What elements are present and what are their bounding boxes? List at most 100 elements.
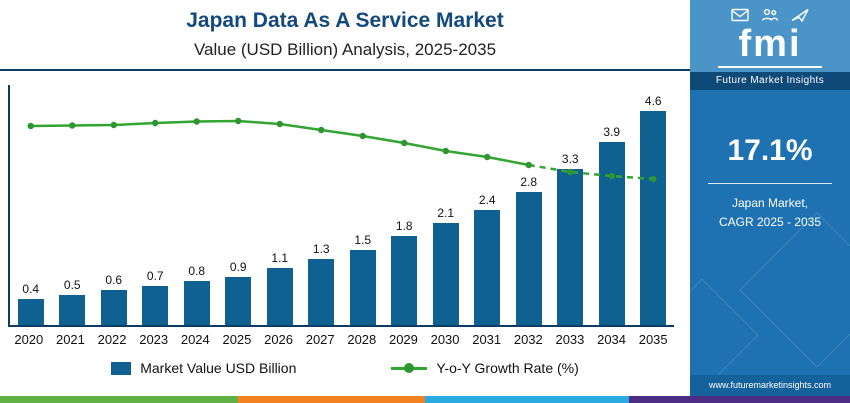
x-axis-label: 2022 bbox=[97, 332, 127, 347]
x-axis-label: 2029 bbox=[388, 332, 418, 347]
bar bbox=[266, 268, 293, 325]
bar-swatch bbox=[111, 361, 132, 375]
legend-label-market-value: Market Value USD Billion bbox=[140, 360, 297, 376]
bar bbox=[225, 277, 252, 325]
line-swatch-dot bbox=[404, 363, 415, 373]
growth-point bbox=[276, 120, 283, 128]
x-axis-label: 2021 bbox=[55, 332, 85, 347]
mail-icon bbox=[731, 8, 749, 22]
bar-value-label: 1.1 bbox=[271, 251, 289, 265]
strip-segment-green bbox=[0, 396, 238, 403]
bar-group: 1.8 bbox=[384, 219, 426, 325]
x-axis: 2020 2021 2022 2023 2024 2025 2026 2027 2028 2029… bbox=[8, 332, 674, 347]
bar-group: 1.5 bbox=[342, 233, 384, 325]
cagr-label: Japan Market, CAGR 2025 - 2035 bbox=[690, 194, 850, 231]
logo-icon-row bbox=[690, 8, 850, 23]
bar-group: 3.9 bbox=[591, 125, 633, 325]
x-axis-label: 2030 bbox=[430, 332, 460, 347]
bar-group: 0.6 bbox=[93, 273, 135, 325]
page-title: Japan Data As A Service Market bbox=[186, 9, 504, 32]
bar-value-label: 1.8 bbox=[395, 219, 413, 233]
x-axis-label: 2032 bbox=[513, 332, 543, 347]
bar bbox=[349, 250, 376, 325]
bar bbox=[183, 281, 210, 325]
bar-value-label: 2.4 bbox=[478, 193, 496, 207]
page-subtitle: Value (USD Billion) Analysis, 2025-2035 bbox=[193, 40, 497, 59]
strip-segment-purple bbox=[629, 396, 850, 403]
bar bbox=[308, 259, 335, 325]
growth-point bbox=[318, 126, 325, 134]
growth-point bbox=[442, 147, 449, 155]
bar bbox=[640, 111, 667, 325]
stat-divider bbox=[708, 183, 832, 184]
bar-value-label: 2.1 bbox=[437, 206, 455, 220]
bar-value-label: 1.3 bbox=[312, 242, 330, 256]
bar-value-label: 0.6 bbox=[105, 273, 123, 287]
bar-group: 0.7 bbox=[135, 269, 177, 325]
bar-value-label: 0.7 bbox=[146, 269, 164, 283]
chart-header: Japan Data As A Service Market Value (US… bbox=[0, 0, 690, 71]
plot-area: 0.4 0.5 0.6 0.7 0.8 0.9 1.1 1.3 1.5 1.8 2.1 2.4 2.8 3… bbox=[8, 85, 674, 327]
growth-point bbox=[525, 161, 532, 169]
x-axis-label: 2031 bbox=[472, 332, 502, 347]
people-icon bbox=[761, 8, 779, 21]
legend-item-growth-rate: Y-o-Y Growth Rate (%) bbox=[391, 360, 579, 376]
brand-wordmark: fmi bbox=[738, 23, 802, 65]
bar bbox=[142, 286, 169, 325]
x-axis-label: 2023 bbox=[139, 332, 169, 347]
growth-point bbox=[69, 122, 76, 129]
bar bbox=[100, 290, 127, 325]
strip-segment-blue bbox=[425, 396, 629, 403]
bar bbox=[557, 169, 584, 325]
chart-section: Japan Data As A Service Market Value (US… bbox=[0, 0, 690, 376]
combo-chart: 0.4 0.5 0.6 0.7 0.8 0.9 1.1 1.3 1.5 1.8 2.1 2.4 2.8 3… bbox=[8, 85, 674, 347]
x-axis-label: 2035 bbox=[638, 332, 668, 347]
bar-group: 1.1 bbox=[259, 251, 301, 325]
cagr-label-line2: CAGR 2025 - 2035 bbox=[718, 214, 822, 229]
growth-point bbox=[484, 153, 491, 161]
growth-point bbox=[152, 119, 159, 127]
bar bbox=[598, 142, 625, 325]
fmi-logo: fmi Future Market Insights bbox=[690, 0, 850, 90]
x-axis-label: 2020 bbox=[14, 332, 44, 347]
bar-value-label: 0.4 bbox=[22, 282, 40, 296]
header-divider bbox=[0, 69, 690, 71]
bar bbox=[515, 192, 542, 325]
bar-group: 0.8 bbox=[176, 264, 218, 325]
footer-color-strip bbox=[0, 396, 850, 403]
bar-group: 0.4 bbox=[10, 282, 52, 325]
brand-name: Future Market Insights bbox=[690, 72, 850, 90]
x-axis-label: 2024 bbox=[180, 332, 210, 347]
growth-line bbox=[30, 119, 530, 167]
bar-group: 3.3 bbox=[550, 152, 592, 325]
bar-value-label: 0.8 bbox=[188, 264, 206, 278]
line-swatch bbox=[391, 363, 428, 373]
bar-group: 0.9 bbox=[218, 260, 260, 325]
growth-point bbox=[27, 122, 34, 130]
growth-point bbox=[193, 118, 200, 125]
x-axis-label: 2034 bbox=[597, 332, 627, 347]
strip-segment-orange bbox=[238, 396, 425, 403]
bar bbox=[59, 295, 86, 325]
bar-group: 2.8 bbox=[508, 175, 550, 325]
growth-point bbox=[235, 117, 242, 125]
cagr-value: 17.1% bbox=[727, 134, 813, 167]
bar bbox=[17, 299, 44, 325]
legend-label-growth-rate: Y-o-Y Growth Rate (%) bbox=[436, 360, 579, 376]
plane-icon bbox=[791, 8, 809, 22]
bar-value-label: 2.8 bbox=[520, 175, 538, 189]
bar-value-label: 1.5 bbox=[354, 233, 372, 247]
bar-group: 2.4 bbox=[467, 193, 509, 325]
x-axis-label: 2033 bbox=[555, 332, 585, 347]
bar-value-label: 0.5 bbox=[63, 278, 81, 292]
chart-legend: Market Value USD Billion Y-o-Y Growth Ra… bbox=[0, 360, 690, 376]
growth-point bbox=[359, 132, 366, 140]
bar-value-label: 3.3 bbox=[561, 152, 579, 166]
bar-value-label: 4.6 bbox=[644, 94, 662, 108]
legend-item-market-value: Market Value USD Billion bbox=[111, 360, 296, 376]
x-axis-label: 2025 bbox=[222, 332, 252, 347]
bar-group: 2.1 bbox=[425, 206, 467, 325]
logo-underline bbox=[718, 66, 822, 68]
x-axis-label: 2026 bbox=[264, 332, 294, 347]
